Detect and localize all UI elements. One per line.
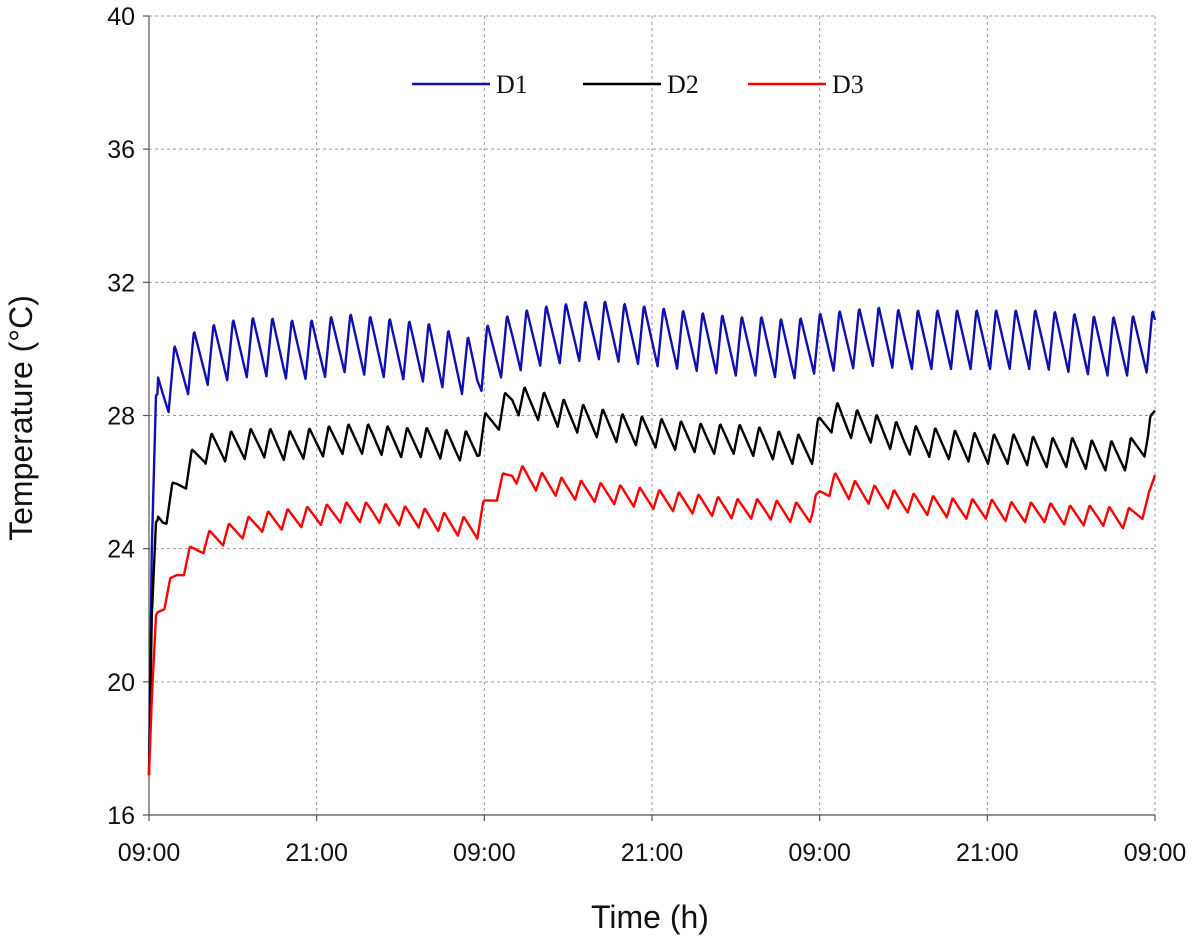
y-tick-label: 24 xyxy=(107,536,135,564)
x-tick-label: 09:00 xyxy=(453,839,516,867)
x-axis-title: Time (h) xyxy=(591,899,709,935)
y-tick-label: 20 xyxy=(107,669,135,697)
x-tick-label: 09:00 xyxy=(118,839,181,867)
series-line-d3 xyxy=(147,465,1157,776)
x-tick-label: 09:00 xyxy=(1124,839,1187,867)
x-tick-label: 21:00 xyxy=(285,839,348,867)
y-tick-label: 28 xyxy=(107,403,135,431)
y-tick-label: 32 xyxy=(107,269,135,297)
axes: 16 20 24 28 32 36 40 09:00 21:00 09:00 21:00 09:00 2… xyxy=(107,3,1186,867)
grid xyxy=(148,15,1156,816)
series-lines xyxy=(147,300,1157,776)
x-tick-label: 21:00 xyxy=(621,839,684,867)
y-axis-title: Temperature (°C) xyxy=(3,295,39,541)
legend-label-d1: D1 xyxy=(496,70,528,99)
legend-label-d2: D2 xyxy=(667,70,699,99)
y-tick-label: 40 xyxy=(107,3,135,31)
legend-label-d3: D3 xyxy=(832,70,864,99)
y-tick-label: 36 xyxy=(107,136,135,164)
y-tick-label: 16 xyxy=(107,802,135,830)
x-tick-label: 09:00 xyxy=(788,839,851,867)
legend: D1 D2 D3 xyxy=(412,70,864,99)
series-line-d1 xyxy=(147,300,1157,776)
series-line-d2 xyxy=(147,386,1156,776)
x-tick-label: 21:00 xyxy=(956,839,1019,867)
